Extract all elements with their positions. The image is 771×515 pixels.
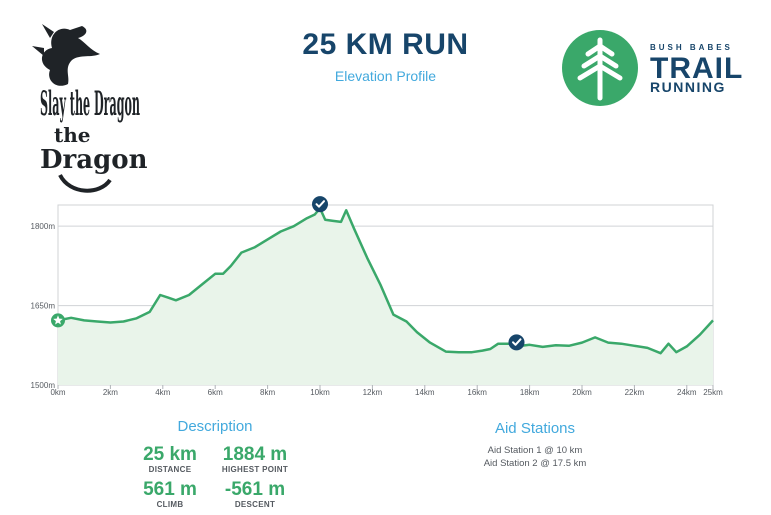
x-tick-label: 20km bbox=[572, 388, 592, 397]
x-tick-label: 22km bbox=[625, 388, 645, 397]
x-tick-label: 24km bbox=[677, 388, 697, 397]
aid-station-marker bbox=[312, 196, 328, 213]
svg-text:Dragon: Dragon bbox=[40, 145, 148, 175]
svg-text:the: the bbox=[54, 123, 91, 147]
y-tick-label: 1500m bbox=[31, 381, 56, 390]
x-tick-label: 8km bbox=[260, 388, 275, 397]
stat-descent-label: DESCENT bbox=[234, 500, 276, 509]
stat-climb-label: CLIMB bbox=[156, 500, 184, 509]
stat-highest-value: 1884 m bbox=[222, 444, 288, 465]
x-tick-label: 25km bbox=[703, 388, 723, 397]
pine-tree-icon bbox=[562, 30, 638, 106]
x-tick-label: 2km bbox=[103, 388, 118, 397]
logo-bottom-text: RUNNING bbox=[650, 79, 726, 95]
x-tick-label: 6km bbox=[208, 388, 223, 397]
logo-word-slay: Slay the Dragon bbox=[40, 84, 140, 124]
x-tick-label: 4km bbox=[155, 388, 170, 397]
aid-station-marker bbox=[508, 334, 525, 351]
stat-highest-label: HIGHEST POINT bbox=[221, 465, 289, 474]
aid-station-2: Aid Station 2 @ 17.5 km bbox=[483, 458, 587, 469]
bush-babes-trail-running-logo: BUSH BABES TRAIL RUNNING bbox=[562, 30, 743, 106]
y-tick-label: 1800m bbox=[31, 222, 56, 231]
stat-distance-label: DISTANCE bbox=[148, 465, 192, 474]
x-tick-label: 14km bbox=[415, 388, 435, 397]
logo-small-text: BUSH BABES bbox=[650, 43, 733, 52]
aid-stations-title: Aid Stations bbox=[494, 420, 576, 437]
elevation-line bbox=[57, 206, 714, 355]
stat-descent-value: -561 m bbox=[224, 479, 286, 500]
logo-big-text: TRAIL bbox=[650, 52, 743, 85]
dragon-icon bbox=[32, 24, 100, 86]
x-tick-label: 10km bbox=[310, 388, 330, 397]
y-tick-label: 1650m bbox=[31, 302, 56, 311]
page-title: 25 KM RUN bbox=[302, 28, 469, 61]
description-title: Description bbox=[177, 418, 253, 435]
x-tick-label: 0km bbox=[50, 388, 65, 397]
x-tick-label: 12km bbox=[363, 388, 383, 397]
elevation-chart: 1500m 1650m 1800m 0km 2km 4km 6km 8km 10km 12km 14… bbox=[31, 196, 723, 397]
x-tick-label: 18km bbox=[520, 388, 540, 397]
aid-station-1: Aid Station 1 @ 10 km bbox=[487, 445, 583, 456]
x-tick-label: 16km bbox=[467, 388, 487, 397]
start-marker bbox=[51, 313, 65, 328]
stat-distance-value: 25 km bbox=[143, 444, 197, 465]
page-subtitle: Elevation Profile bbox=[334, 68, 437, 84]
slay-the-dragon-logo: Slay the Dragon the Dragon bbox=[32, 24, 148, 193]
stat-climb-value: 561 m bbox=[143, 479, 197, 500]
